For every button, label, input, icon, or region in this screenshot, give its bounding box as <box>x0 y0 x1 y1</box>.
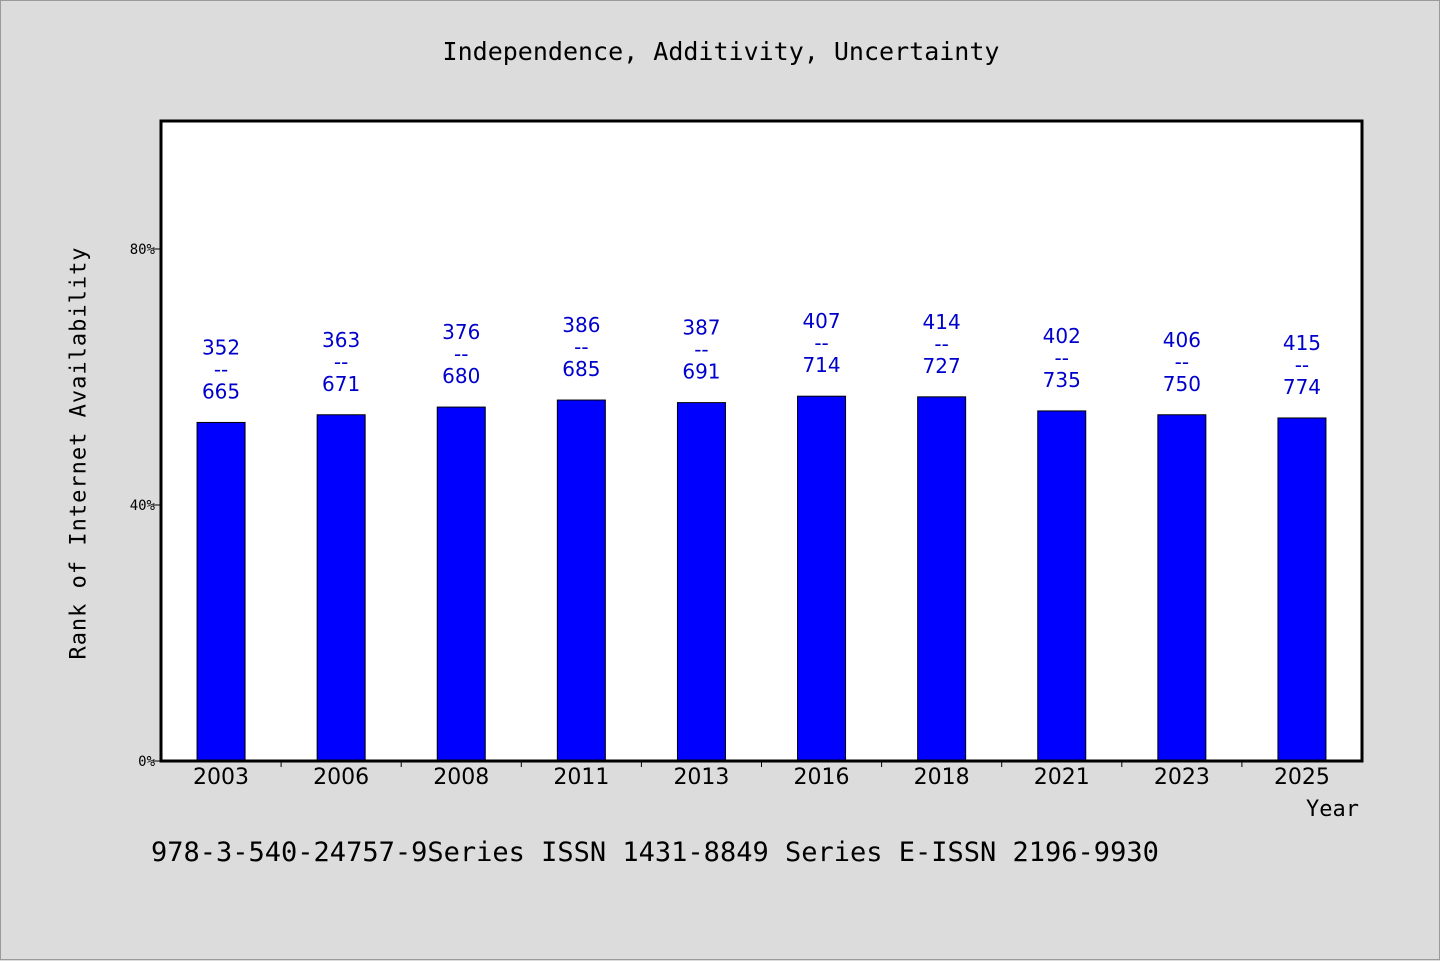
data-label-separator: -- <box>454 342 468 366</box>
x-tick-label: 2018 <box>914 765 970 790</box>
y-tick-label: 40% <box>130 498 156 514</box>
x-tick-label: 2008 <box>433 765 489 790</box>
data-label-bottom: 680 <box>442 364 480 388</box>
plot-border <box>159 119 1364 763</box>
data-label-top: 407 <box>802 309 840 333</box>
data-label-top: 406 <box>1163 328 1201 352</box>
x-axis-label: Year <box>1306 797 1359 822</box>
x-tick-label: 2013 <box>673 765 729 790</box>
data-label-bottom: 714 <box>802 353 840 377</box>
bar-2025 <box>1277 417 1327 762</box>
footer-isbn-text: 978-3-540-24757-9Series ISSN 1431-8849 S… <box>151 837 1159 868</box>
data-label-separator: -- <box>1175 350 1189 374</box>
data-label-bottom: 685 <box>562 357 600 381</box>
x-tick-label: 2016 <box>794 765 850 790</box>
x-tick-label: 2021 <box>1034 765 1090 790</box>
x-tick-label: 2023 <box>1154 765 1210 790</box>
data-label-top: 415 <box>1283 331 1321 355</box>
x-tick-label: 2011 <box>553 765 609 790</box>
data-label-bottom: 665 <box>202 379 240 403</box>
x-tick-label: 2006 <box>313 765 369 790</box>
data-label-bottom: 671 <box>322 372 360 396</box>
data-label-bottom: 735 <box>1043 368 1081 392</box>
bar-2023 <box>1157 414 1207 762</box>
data-label-separator: -- <box>214 357 228 381</box>
bar-2021 <box>1037 410 1087 762</box>
chart-title: Independence, Additivity, Uncertainty <box>442 37 1000 66</box>
data-label-top: 363 <box>322 328 360 352</box>
data-label-top: 414 <box>923 310 961 334</box>
data-label-top: 402 <box>1043 324 1081 348</box>
data-label-top: 376 <box>442 320 480 344</box>
bar-2016 <box>797 395 847 762</box>
data-label-bottom: 727 <box>923 354 961 378</box>
data-label-separator: -- <box>1295 353 1309 377</box>
bar-2003 <box>196 421 246 762</box>
bar-2006 <box>316 414 366 762</box>
data-label-separator: -- <box>694 338 708 362</box>
x-tick-label: 2025 <box>1274 765 1330 790</box>
bar-2013 <box>676 402 726 762</box>
bar-2011 <box>556 399 606 762</box>
data-label-separator: -- <box>814 331 828 355</box>
data-label-separator: -- <box>334 350 348 374</box>
x-tick-label: 2003 <box>193 765 249 790</box>
bar-2018 <box>917 396 967 762</box>
data-label-separator: -- <box>574 335 588 359</box>
data-label-bottom: 750 <box>1163 372 1201 396</box>
data-label-top: 352 <box>202 335 240 359</box>
data-label-bottom: 774 <box>1283 375 1321 399</box>
data-label-separator: -- <box>934 332 948 356</box>
data-label-top: 386 <box>562 313 600 337</box>
bar-2008 <box>436 406 486 762</box>
data-label-separator: -- <box>1055 346 1069 370</box>
y-tick-label: 80% <box>130 242 156 258</box>
data-label-bottom: 691 <box>682 360 720 384</box>
data-label-top: 387 <box>682 316 720 340</box>
y-tick-label: 0% <box>138 754 155 770</box>
